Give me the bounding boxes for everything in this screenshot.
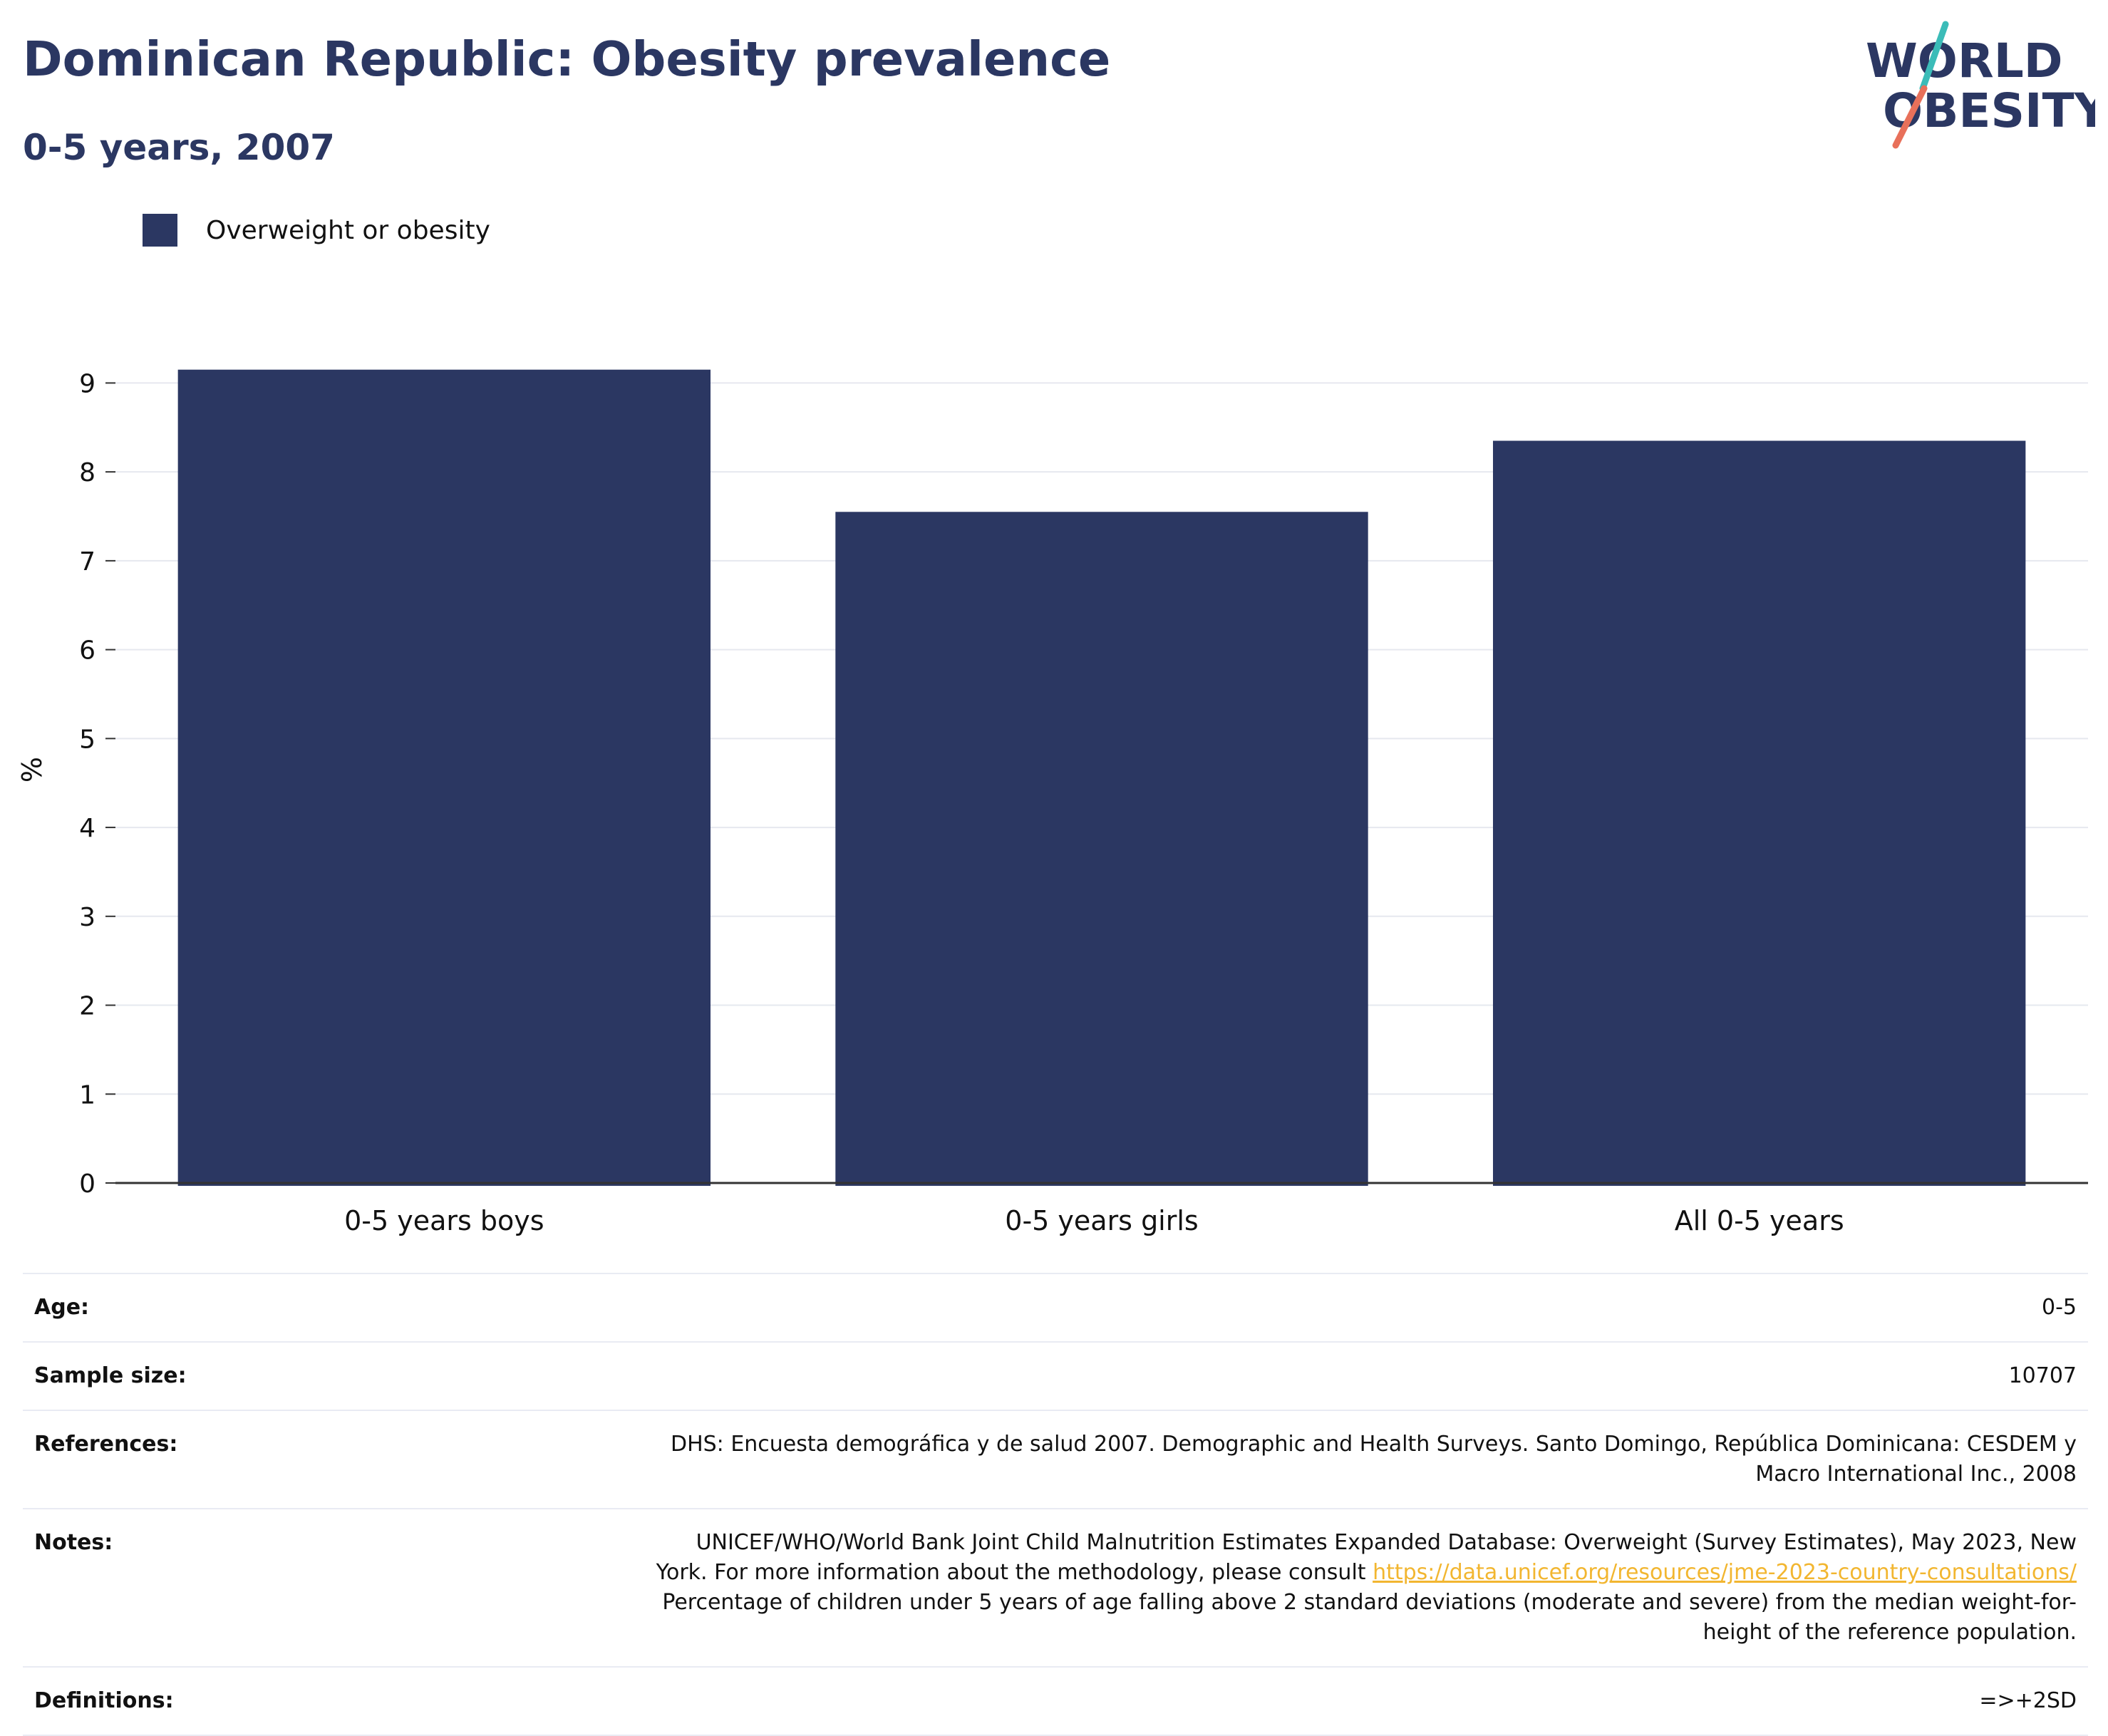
- bar-0: [177, 369, 711, 1186]
- bar-chart: 0 1 2 3 4 5 6 7 8 9 % 0-5 years boys 0-5 years gir…: [16, 369, 2088, 1236]
- info-row-sample-size: Sample size: 10707: [23, 1341, 2088, 1410]
- legend-label-overweight: Overweight or obesity: [206, 215, 490, 245]
- y-tick-label-8: 8: [79, 458, 95, 487]
- info-value-notes: UNICEF/WHO/World Bank Joint Child Malnut…: [345, 1508, 2088, 1667]
- info-label-age: Age:: [23, 1273, 345, 1342]
- info-value-references: DHS: Encuesta demográfica y de salud 200…: [345, 1410, 2088, 1509]
- page-title: Dominican Republic: Obesity prevalence: [23, 31, 1111, 87]
- info-row-references: References: DHS: Encuesta demográfica y …: [23, 1410, 2088, 1509]
- y-tick-label-2: 2: [79, 992, 95, 1021]
- y-tick-label-3: 3: [79, 903, 95, 932]
- info-value-definitions: =>+2SD: [345, 1666, 2088, 1736]
- y-tick-label-1: 1: [79, 1080, 95, 1110]
- y-tick-label-5: 5: [79, 725, 95, 754]
- y-axis-label: %: [16, 757, 48, 782]
- y-tick-label-9: 9: [79, 369, 95, 398]
- y-tick-label-4: 4: [79, 814, 95, 843]
- info-row-age: Age: 0-5: [23, 1273, 2088, 1342]
- x-tick-label-0: 0-5 years boys: [344, 1205, 544, 1236]
- legend-swatch-overweight: [143, 214, 177, 247]
- x-tick-label-2: All 0-5 years: [1675, 1205, 1844, 1236]
- logo-text-world: WORLD: [1866, 33, 2063, 88]
- y-tick-label-7: 7: [79, 547, 95, 577]
- notes-line-1: UNICEF/WHO/World Bank Joint Child Malnut…: [696, 1530, 2077, 1555]
- info-row-definitions: Definitions: =>+2SD: [23, 1666, 2088, 1736]
- chart-legend: Overweight or obesity: [143, 214, 490, 247]
- x-axis-ticks: 0-5 years boys 0-5 years girls All 0-5 yea…: [344, 1205, 1844, 1236]
- notes-line-3: Percentage of children under 5 years of …: [662, 1590, 2077, 1615]
- logo-slash-bottom: [1892, 85, 1928, 149]
- y-axis-ticks: 0 1 2 3 4 5 6 7 8 9: [79, 369, 115, 1199]
- info-table: Age: 0-5 Sample size: 10707 References: …: [23, 1273, 2088, 1736]
- bar-2: [1492, 440, 2026, 1186]
- info-label-references: References:: [23, 1410, 345, 1509]
- world-obesity-logo: WORLD OBESITY: [1866, 21, 2095, 149]
- info-label-definitions: Definitions:: [23, 1666, 345, 1736]
- y-tick-label-0: 0: [79, 1169, 95, 1199]
- notes-link[interactable]: https://data.unicef.org/resources/jme-20…: [1373, 1560, 2077, 1585]
- x-tick-label-1: 0-5 years girls: [1005, 1205, 1198, 1236]
- chart-bars: [177, 369, 2026, 1186]
- logo-text-obesity: OBESITY: [1883, 83, 2095, 138]
- logo-slash-top: [1919, 21, 1949, 92]
- info-row-notes: Notes: UNICEF/WHO/World Bank Joint Child…: [23, 1508, 2088, 1667]
- notes-line-4: height of the reference population.: [1703, 1620, 2077, 1645]
- page-subtitle: 0-5 years, 2007: [23, 127, 335, 168]
- info-label-sample-size: Sample size:: [23, 1341, 345, 1410]
- bar-1: [835, 512, 1368, 1186]
- references-line-1: DHS: Encuesta demográfica y de salud 200…: [670, 1432, 2077, 1457]
- info-value-sample-size: 10707: [345, 1341, 2088, 1410]
- notes-line-2-prefix: York. For more information about the met…: [656, 1560, 1373, 1585]
- info-value-age: 0-5: [345, 1273, 2088, 1342]
- y-tick-label-6: 6: [79, 636, 95, 666]
- references-line-2: Macro International Inc., 2008: [1755, 1462, 2077, 1487]
- info-label-notes: Notes:: [23, 1508, 345, 1667]
